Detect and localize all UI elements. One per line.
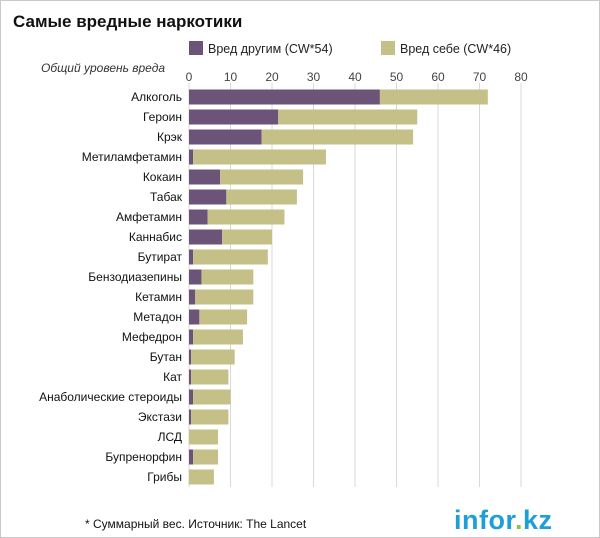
bar-self-12 xyxy=(193,329,243,345)
bar-others-10 xyxy=(189,289,196,305)
category-label-15: Анаболические стероиды xyxy=(39,390,182,404)
bar-others-3 xyxy=(189,149,194,165)
x-tick-label-30: 30 xyxy=(307,70,321,84)
category-label-12: Мефедрон xyxy=(122,330,182,344)
legend-swatch-harm-to-self xyxy=(381,41,395,55)
bar-self-14 xyxy=(191,369,229,385)
category-label-4: Кокаин xyxy=(143,170,182,184)
bar-others-5 xyxy=(189,189,227,205)
x-tick-label-40: 40 xyxy=(348,70,362,84)
bar-others-12 xyxy=(189,329,194,345)
bar-others-2 xyxy=(189,129,262,145)
category-label-0: Алкоголь xyxy=(131,90,182,104)
category-label-11: Метадон xyxy=(133,310,182,324)
category-label-3: Метиламфетамин xyxy=(82,150,182,164)
bar-others-1 xyxy=(189,109,279,125)
category-label-17: ЛСД xyxy=(158,430,182,444)
category-label-14: Кат xyxy=(163,370,182,384)
bar-others-7 xyxy=(189,229,223,245)
bar-self-17 xyxy=(189,429,219,445)
legend: Вред другим (CW*54) Вред себе (CW*46) xyxy=(189,41,511,56)
bar-self-19 xyxy=(189,469,214,485)
category-label-5: Табак xyxy=(150,190,183,204)
axis-caption: Общий уровень вреда xyxy=(41,61,165,75)
x-axis-ticks: 0 10 20 30 40 50 60 70 80 xyxy=(186,70,528,84)
bar-others-9 xyxy=(189,269,202,285)
bar-others-16 xyxy=(189,409,192,425)
bar-others-15 xyxy=(189,389,194,405)
category-label-9: Бензодиазепины xyxy=(88,270,182,284)
brand-logo: infor.kz xyxy=(454,505,553,535)
footnote: * Суммарный вес. Источник: The Lancet xyxy=(85,517,307,531)
bar-self-10 xyxy=(195,289,254,305)
bar-self-8 xyxy=(193,249,268,265)
x-tick-label-10: 10 xyxy=(224,70,238,84)
bar-others-11 xyxy=(189,309,200,325)
bar-self-13 xyxy=(191,349,235,365)
brand-tld: kz xyxy=(523,505,553,535)
legend-label-harm-to-self: Вред себе (CW*46) xyxy=(400,42,511,56)
bar-others-18 xyxy=(189,449,194,465)
category-label-13: Бутан xyxy=(150,350,182,364)
bar-others-0 xyxy=(189,89,380,105)
category-label-18: Бупренорфин xyxy=(105,450,182,464)
category-label-6: Амфетамин xyxy=(116,210,182,224)
category-label-7: Каннабис xyxy=(129,230,182,244)
category-label-19: Грибы xyxy=(147,470,182,484)
x-tick-label-80: 80 xyxy=(514,70,528,84)
bar-self-3 xyxy=(193,149,326,165)
bar-self-2 xyxy=(261,129,414,145)
category-label-10: Кетамин xyxy=(135,290,182,304)
brand-dot: . xyxy=(515,505,523,535)
bar-self-16 xyxy=(191,409,229,425)
x-tick-label-70: 70 xyxy=(473,70,487,84)
brand-name: infor xyxy=(454,505,516,535)
bar-self-4 xyxy=(220,169,304,185)
bar-self-5 xyxy=(226,189,297,205)
category-label-1: Героин xyxy=(143,110,182,124)
x-tick-label-60: 60 xyxy=(431,70,445,84)
x-tick-label-20: 20 xyxy=(265,70,279,84)
bar-self-9 xyxy=(201,269,254,285)
x-tick-label-50: 50 xyxy=(390,70,404,84)
bar-others-13 xyxy=(189,349,192,365)
bars xyxy=(189,89,488,485)
bar-others-4 xyxy=(189,169,221,185)
bar-self-1 xyxy=(278,109,418,125)
bar-self-7 xyxy=(222,229,272,245)
bar-others-8 xyxy=(189,249,194,265)
x-tick-label-0: 0 xyxy=(186,70,193,84)
chart-title: Самые вредные наркотики xyxy=(13,12,242,31)
bar-others-6 xyxy=(189,209,208,225)
legend-label-harm-to-others: Вред другим (CW*54) xyxy=(208,42,333,56)
category-labels: Алкоголь Героин Крэк Метиламфетамин Кокаин Та… xyxy=(39,90,183,484)
category-label-16: Экстази xyxy=(138,410,182,424)
bar-others-14 xyxy=(189,369,192,385)
category-label-2: Крэк xyxy=(157,130,183,144)
legend-swatch-harm-to-others xyxy=(189,41,203,55)
bar-self-11 xyxy=(199,309,248,325)
category-label-8: Бутират xyxy=(138,250,183,264)
bar-self-0 xyxy=(379,89,488,105)
bar-self-6 xyxy=(207,209,285,225)
bar-self-15 xyxy=(193,389,231,405)
bar-self-18 xyxy=(193,449,219,465)
